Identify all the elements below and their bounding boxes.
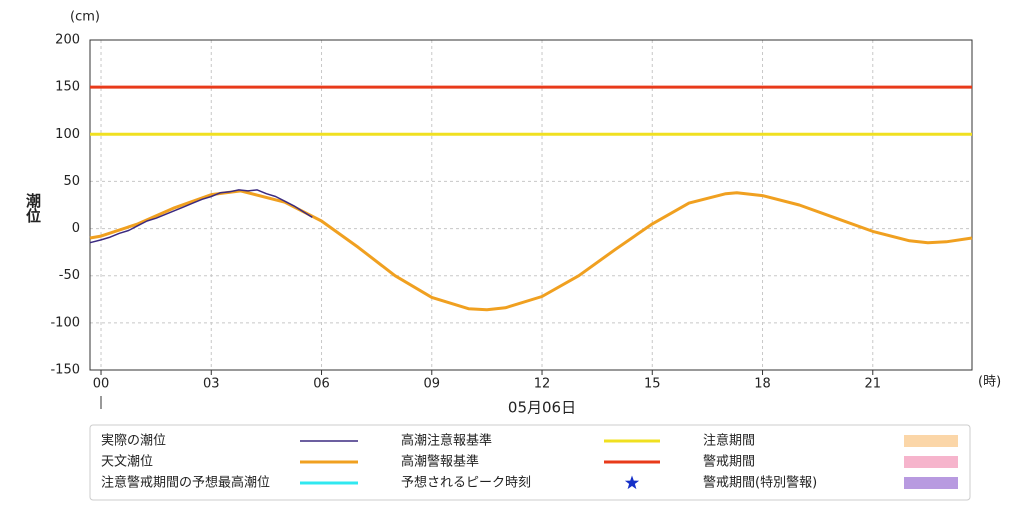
tide-line [89, 189, 313, 244]
plot-frame [89, 39, 973, 371]
x-tick-label: 15 [644, 377, 661, 392]
y-tick-label: -150 [50, 363, 80, 378]
legend-label: 警戒期間 [703, 454, 755, 470]
x-tick-label: 18 [754, 377, 771, 392]
legend-label: 天文潮位 [101, 455, 153, 470]
x-unit: (時) [978, 375, 1001, 390]
tide-line [89, 189, 973, 312]
legend-swatch [904, 456, 958, 468]
x-tick-label: 21 [865, 377, 882, 392]
y-tick-label: 0 [72, 221, 80, 236]
date-label: 05月06日 [508, 399, 576, 417]
y-tick-label: -100 [50, 315, 80, 330]
y-tick-label: 200 [55, 33, 80, 48]
y-tick-label: 150 [55, 80, 80, 95]
x-tick-label: 06 [313, 377, 330, 392]
legend-label: 注意警戒期間の予想最高潮位 [101, 475, 270, 491]
legend-label: 予想されるピーク時刻 [401, 475, 531, 491]
legend-label: 注意期間 [703, 433, 755, 449]
x-tick-label: 03 [203, 377, 220, 392]
legend-swatch [904, 477, 958, 489]
legend-label: 高潮警報基準 [401, 454, 479, 470]
y-tick-label: -50 [59, 268, 80, 283]
legend-label: 警戒期間(特別警報) [703, 475, 817, 491]
y-tick-label: 50 [63, 174, 80, 189]
x-tick-label: 00 [93, 377, 110, 392]
x-tick-label: 09 [424, 377, 441, 392]
x-tick-label: 12 [534, 377, 551, 392]
y-unit: (cm) [70, 10, 100, 25]
y-tick-label: 100 [55, 127, 80, 142]
legend-label: 高潮注意報基準 [401, 433, 492, 449]
legend-swatch [904, 435, 958, 447]
legend-swatch [624, 475, 640, 490]
legend-label: 実際の潮位 [101, 433, 166, 449]
y-axis-label: 潮位 [24, 192, 42, 223]
legend-box [89, 424, 971, 501]
